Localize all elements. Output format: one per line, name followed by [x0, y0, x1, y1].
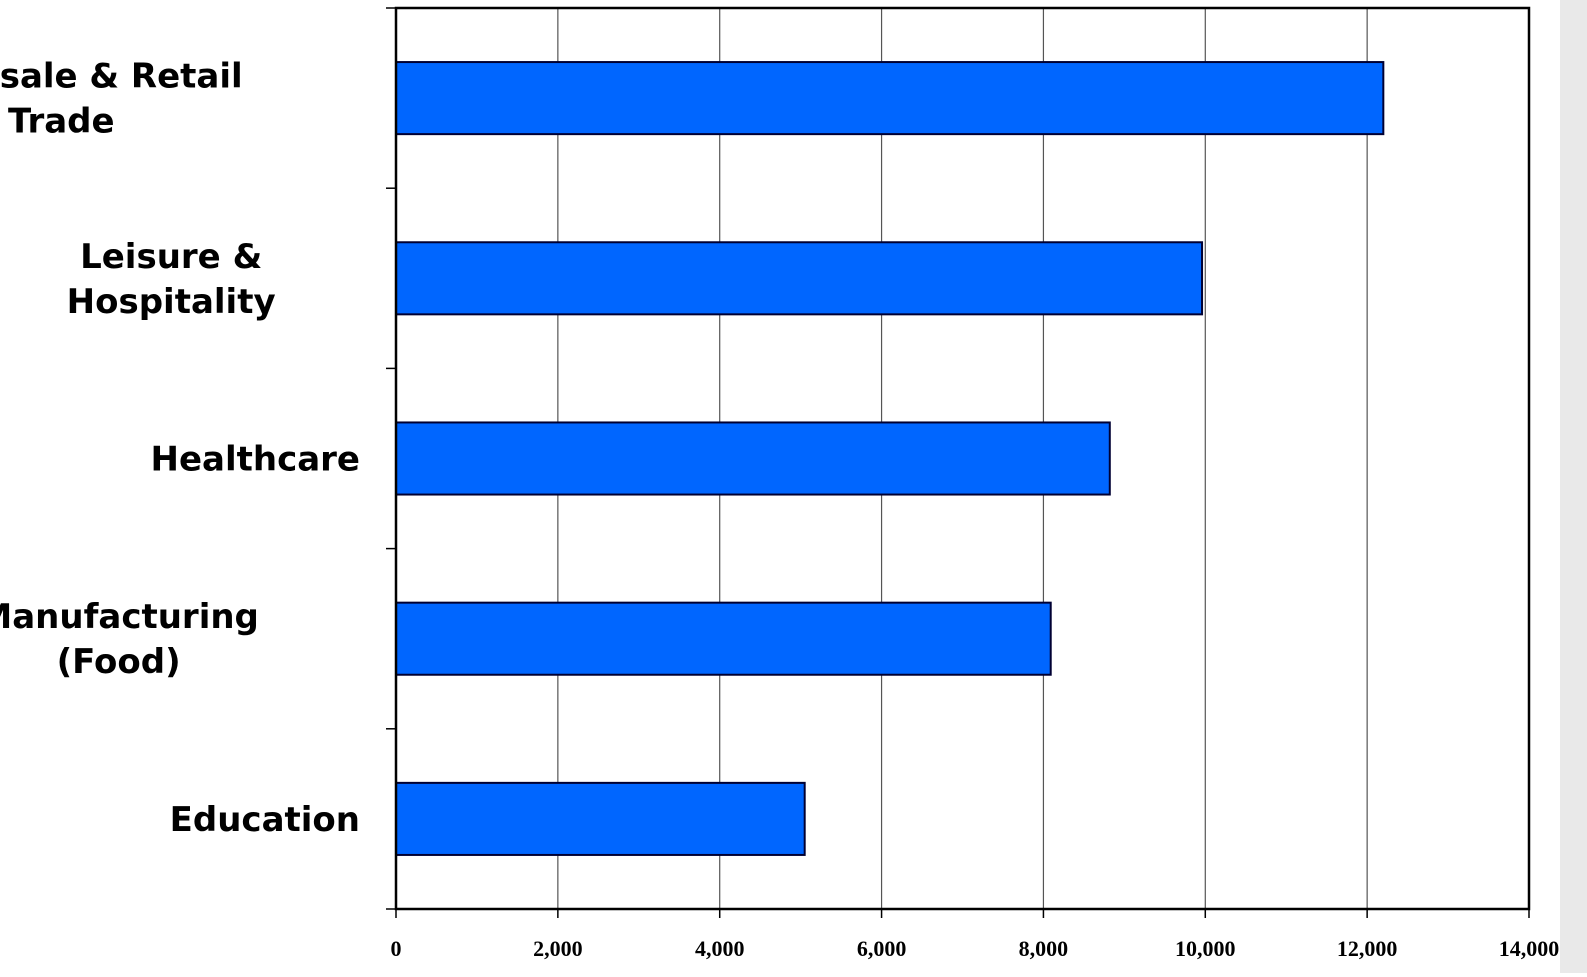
- x-tick-label-4: 8,000: [1019, 936, 1069, 961]
- x-tick-labels: 0 2,000 4,000 6,000 8,000 10,000 12,000 14,000: [391, 936, 1560, 961]
- x-tick-label-6: 12,000: [1337, 936, 1398, 961]
- category-label-3: Manufacturing (Food): [0, 597, 259, 682]
- bar-3: [395, 601, 1052, 676]
- category-label-0-line-0: Wholesale & Retail: [0, 57, 243, 97]
- x-tick-label-1: 2,000: [533, 936, 583, 961]
- category-label-2: Healthcare: [151, 440, 361, 480]
- bar-0: [395, 61, 1385, 136]
- bar-2: [395, 421, 1111, 496]
- x-axis-ticks: [395, 909, 1530, 918]
- category-label-1: Leisure & Hospitality: [67, 237, 276, 322]
- x-tick-label-2: 4,000: [695, 936, 745, 961]
- category-label-1-line-1: Hospitality: [67, 282, 276, 322]
- bars: [395, 61, 1385, 856]
- x-tick-label-0: 0: [391, 936, 402, 961]
- category-label-4: Education: [170, 800, 360, 840]
- category-label-4-line-0: Education: [170, 800, 360, 840]
- category-label-3-line-1: (Food): [57, 642, 181, 682]
- bar-4: [395, 781, 806, 856]
- category-label-0: Wholesale & Retail Trade: [0, 57, 243, 142]
- window-edge-strip: [1560, 0, 1587, 973]
- category-label-0-line-1: Trade: [8, 102, 115, 142]
- bar-1: [395, 241, 1204, 316]
- y-axis-ticks: [386, 7, 396, 910]
- x-tick-label-3: 6,000: [857, 936, 907, 961]
- x-tick-label-5: 10,000: [1175, 936, 1236, 961]
- category-label-3-line-0: Manufacturing: [0, 597, 259, 637]
- category-labels: Wholesale & Retail Trade Leisure & Hospital…: [0, 57, 360, 840]
- category-label-1-line-0: Leisure &: [80, 237, 262, 277]
- category-label-2-line-0: Healthcare: [151, 440, 361, 480]
- x-tick-label-7: 14,000: [1499, 936, 1560, 961]
- plot-frame: [394, 6, 1531, 911]
